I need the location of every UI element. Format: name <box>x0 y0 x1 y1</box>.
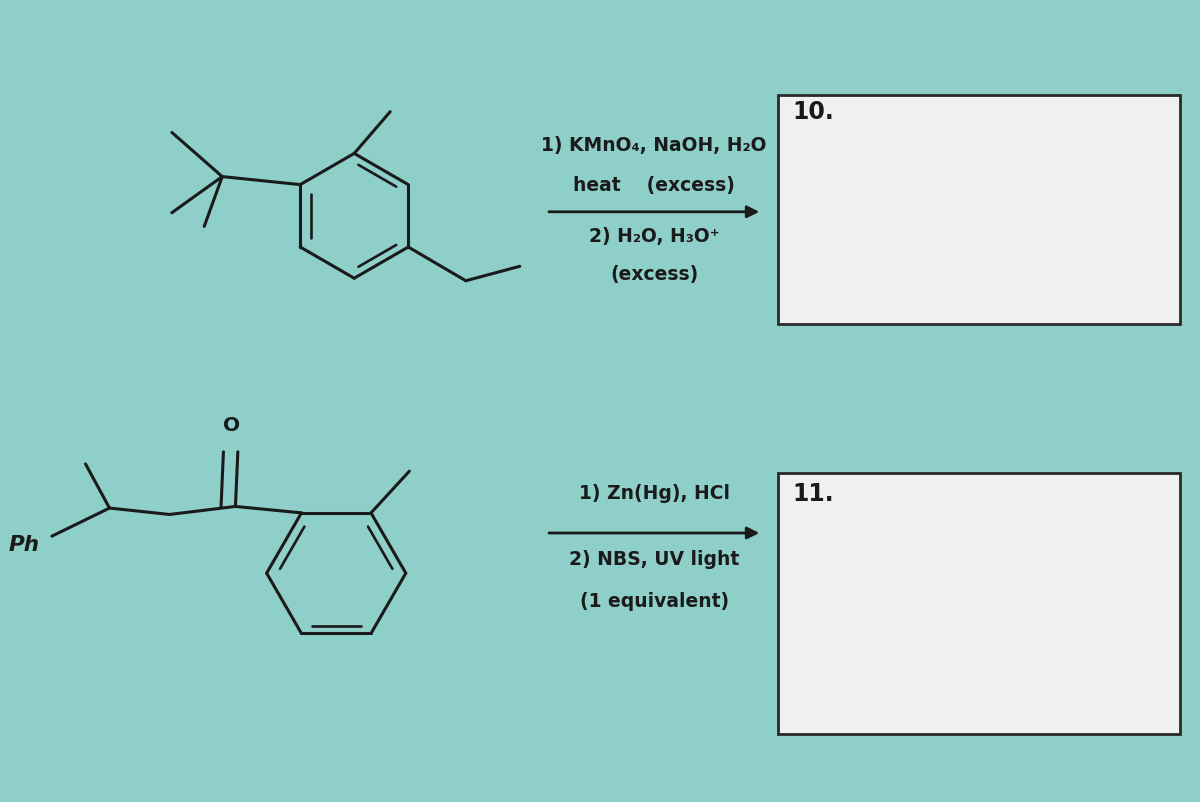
Text: O: O <box>223 415 240 435</box>
Text: 2) H₂O, H₃O⁺: 2) H₂O, H₃O⁺ <box>589 227 720 246</box>
Text: Ph: Ph <box>8 534 40 554</box>
Text: heat    (excess): heat (excess) <box>574 176 736 195</box>
Text: 1) KMnO₄, NaOH, H₂O: 1) KMnO₄, NaOH, H₂O <box>541 136 767 155</box>
Bar <box>778 96 1180 325</box>
Bar <box>778 473 1180 734</box>
Text: (1 equivalent): (1 equivalent) <box>580 591 728 610</box>
Text: 11.: 11. <box>792 481 834 505</box>
Text: 2) NBS, UV light: 2) NBS, UV light <box>569 549 739 569</box>
Text: (excess): (excess) <box>610 265 698 284</box>
Text: 10.: 10. <box>792 100 834 124</box>
Text: 1) Zn(Hg), HCl: 1) Zn(Hg), HCl <box>578 484 730 503</box>
